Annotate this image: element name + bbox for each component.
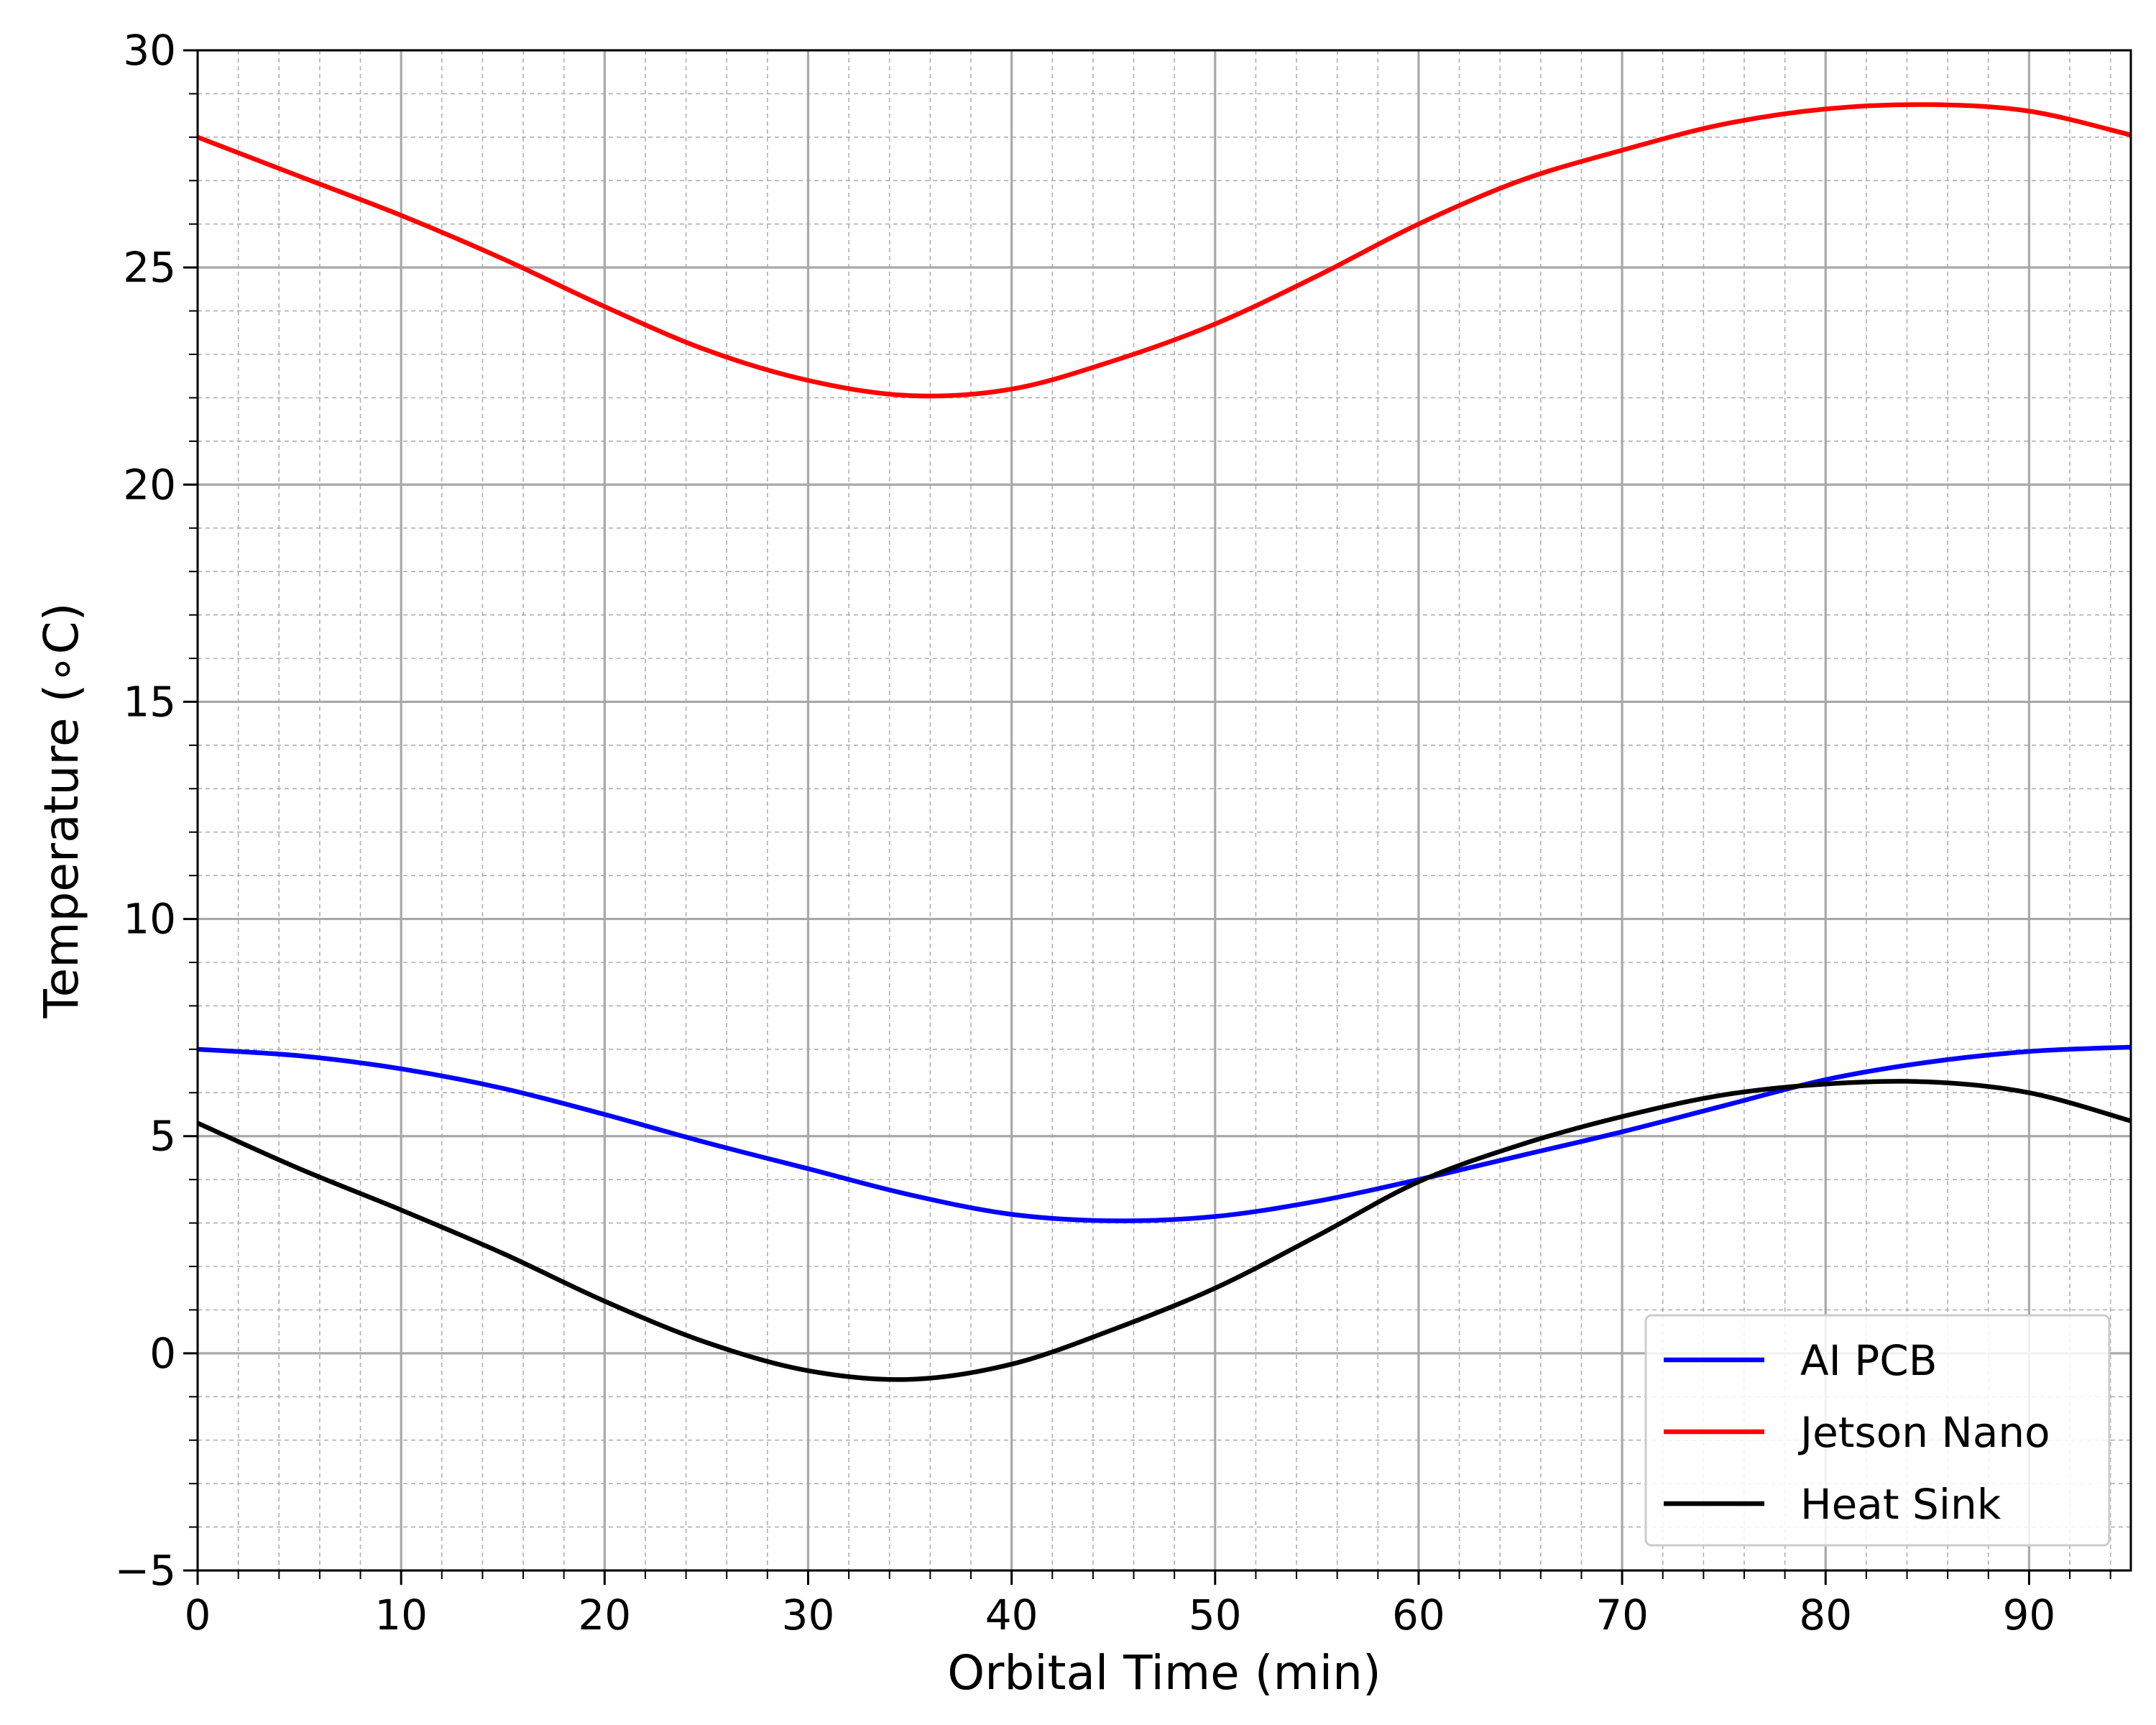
legend-box [1644, 1314, 2111, 1547]
y-tick-label: 15 [123, 677, 176, 726]
x-tick-label: 0 [185, 1591, 211, 1639]
y-axis-title: Temperature (∘C) [34, 603, 89, 1019]
y-tick-label: 25 [123, 243, 176, 292]
series-line-heat-sink [196, 1079, 2132, 1382]
x-tick-label: 50 [1189, 1591, 1242, 1639]
y-tick-label: 20 [123, 460, 176, 509]
x-tick-label: 80 [1799, 1591, 1852, 1639]
y-tick-label: −5 [115, 1546, 177, 1595]
x-tick-label: 30 [782, 1591, 835, 1639]
x-tick-label: 40 [985, 1591, 1038, 1639]
y-tick-label: 10 [123, 895, 176, 944]
legend-label-jetson-nano: Jetson Nano [1798, 1408, 2050, 1457]
x-tick-label: 90 [2003, 1591, 2056, 1639]
x-tick-label: 20 [578, 1591, 631, 1639]
legend-label-ai-pcb: AI PCB [1800, 1336, 1937, 1385]
series-line-jetson-nano [196, 102, 2132, 399]
y-tick-label: 30 [123, 26, 176, 75]
x-tick-label: 70 [1595, 1591, 1649, 1639]
axis-ticks [183, 49, 2111, 1585]
series-layer [196, 102, 2132, 1382]
x-tick-labels: 0 10 20 30 40 50 60 70 80 90 [185, 1591, 2056, 1639]
y-tick-label: 5 [149, 1112, 176, 1161]
y-tick-labels: −5 0 5 10 15 20 25 30 [115, 26, 177, 1595]
x-tick-label: 10 [374, 1591, 428, 1639]
plot-frame [196, 49, 2132, 1572]
legend-items: AI PCB Jetson Nano Heat Sink [1664, 1336, 2050, 1529]
y-tick-label: 0 [149, 1329, 176, 1378]
legend: AI PCB Jetson Nano Heat Sink [1644, 1314, 2111, 1547]
x-tick-label: 60 [1392, 1591, 1445, 1639]
legend-label-heat-sink: Heat Sink [1800, 1480, 2001, 1529]
x-axis-title: Orbital Time (min) [947, 1645, 1381, 1701]
